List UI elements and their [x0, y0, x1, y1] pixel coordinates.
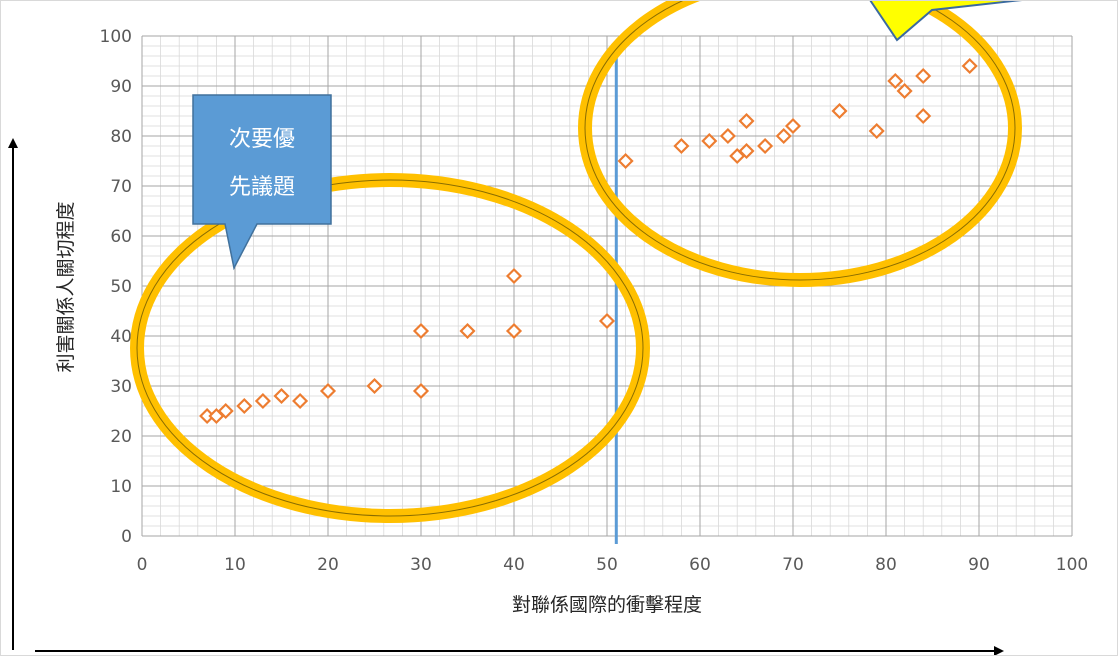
- data-point: [757, 137, 774, 155]
- x-tick-label: 20: [317, 555, 339, 575]
- y-tick-label: 80: [110, 127, 132, 147]
- data-point: [617, 152, 634, 170]
- data-point: [738, 142, 755, 160]
- data-point: [738, 112, 755, 130]
- y-tick-label: 100: [100, 27, 132, 47]
- data-points: [199, 57, 978, 425]
- data-point: [784, 117, 802, 135]
- data-point: [412, 382, 430, 400]
- x-axis-title: 對聯係國際的衝擊程度: [512, 594, 702, 616]
- data-point: [236, 397, 253, 415]
- data-point: [673, 137, 690, 155]
- y-tick-label: 60: [110, 227, 132, 247]
- data-point: [292, 392, 309, 410]
- data-point: [719, 127, 736, 145]
- upper-right-cluster-ellipse-outline: [584, 0, 1016, 281]
- x-tick-label: 0: [137, 555, 148, 575]
- callout-shape: [192, 94, 332, 271]
- x-tick-label: 10: [224, 555, 246, 575]
- y-tick-label: 30: [110, 377, 132, 397]
- x-tick-label: 60: [689, 555, 711, 575]
- data-point: [896, 82, 913, 100]
- data-point: [915, 107, 932, 125]
- callout-secondary-issues: 次要優 先議題: [192, 94, 332, 271]
- y-tick-label: 90: [110, 77, 132, 97]
- x-tick-label: 70: [782, 555, 804, 575]
- y-tick-label: 10: [110, 477, 132, 497]
- y-tick-label: 40: [110, 327, 132, 347]
- data-point: [915, 67, 932, 85]
- lower-left-cluster-ellipse-outline: [136, 179, 644, 517]
- data-point: [412, 322, 430, 340]
- data-point: [598, 312, 616, 330]
- callout-line-2: 先議題: [229, 175, 295, 200]
- data-point: [319, 382, 337, 400]
- data-point: [505, 267, 523, 285]
- axes: 0 10 20 30 40 50 60 70 80 90 100 0 10 20 30 40 50 60 70 80 9…: [100, 27, 1089, 575]
- x-tick-label: 100: [1056, 555, 1088, 575]
- callout-line-1: 次要優: [229, 127, 295, 152]
- x-tick-label: 30: [410, 555, 432, 575]
- y-tick-label: 70: [110, 177, 132, 197]
- data-point: [887, 72, 904, 90]
- y-tick-label: 20: [110, 427, 132, 447]
- y-tick-label: 0: [121, 527, 132, 547]
- data-point: [505, 322, 523, 340]
- data-point: [775, 127, 792, 145]
- y-axis-title: 利害關係人關切程度: [55, 201, 77, 372]
- y-tick-label: 50: [110, 277, 132, 297]
- data-point: [961, 57, 978, 75]
- x-tick-label: 80: [875, 555, 897, 575]
- x-tick-label: 50: [596, 555, 618, 575]
- x-tick-label: 90: [968, 555, 990, 575]
- x-tick-label: 40: [503, 555, 525, 575]
- data-point: [459, 322, 476, 340]
- star-shape: [868, 0, 1023, 42]
- data-point: [868, 122, 885, 140]
- data-point: [254, 392, 271, 410]
- data-point: [366, 377, 383, 395]
- data-point: [217, 402, 234, 420]
- data-point: [831, 102, 848, 120]
- data-point: [273, 387, 290, 405]
- data-point: [701, 132, 718, 150]
